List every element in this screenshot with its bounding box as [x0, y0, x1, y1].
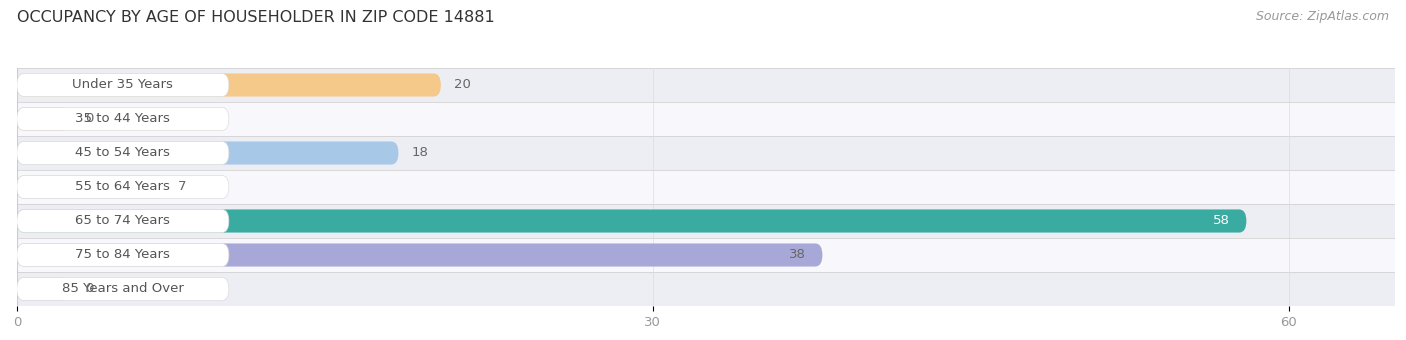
FancyBboxPatch shape — [17, 175, 229, 199]
FancyBboxPatch shape — [17, 68, 1395, 102]
FancyBboxPatch shape — [17, 238, 1395, 272]
Text: Source: ZipAtlas.com: Source: ZipAtlas.com — [1256, 10, 1389, 23]
FancyBboxPatch shape — [17, 141, 229, 165]
FancyBboxPatch shape — [17, 272, 1395, 306]
FancyBboxPatch shape — [17, 141, 398, 165]
FancyBboxPatch shape — [17, 73, 229, 97]
FancyBboxPatch shape — [17, 204, 1395, 238]
FancyBboxPatch shape — [17, 175, 166, 199]
FancyBboxPatch shape — [17, 277, 70, 301]
Text: 0: 0 — [84, 113, 93, 125]
Text: 65 to 74 Years: 65 to 74 Years — [76, 215, 170, 227]
FancyBboxPatch shape — [17, 102, 1395, 136]
Text: Under 35 Years: Under 35 Years — [73, 79, 173, 91]
Text: 45 to 54 Years: 45 to 54 Years — [76, 147, 170, 159]
Text: 38: 38 — [789, 249, 806, 261]
FancyBboxPatch shape — [17, 136, 1395, 170]
Text: 55 to 64 Years: 55 to 64 Years — [76, 181, 170, 193]
FancyBboxPatch shape — [17, 243, 823, 267]
FancyBboxPatch shape — [17, 209, 229, 233]
Text: 35 to 44 Years: 35 to 44 Years — [76, 113, 170, 125]
FancyBboxPatch shape — [17, 243, 229, 267]
Text: OCCUPANCY BY AGE OF HOUSEHOLDER IN ZIP CODE 14881: OCCUPANCY BY AGE OF HOUSEHOLDER IN ZIP C… — [17, 10, 495, 25]
FancyBboxPatch shape — [17, 209, 1246, 233]
FancyBboxPatch shape — [17, 73, 441, 97]
FancyBboxPatch shape — [17, 107, 229, 131]
Text: 7: 7 — [179, 181, 187, 193]
Text: 0: 0 — [84, 283, 93, 295]
Text: 58: 58 — [1212, 215, 1229, 227]
FancyBboxPatch shape — [17, 277, 229, 301]
FancyBboxPatch shape — [17, 107, 70, 131]
Text: 85 Years and Over: 85 Years and Over — [62, 283, 184, 295]
Text: 75 to 84 Years: 75 to 84 Years — [76, 249, 170, 261]
FancyBboxPatch shape — [17, 170, 1395, 204]
Text: 20: 20 — [454, 79, 471, 91]
Text: 18: 18 — [411, 147, 427, 159]
